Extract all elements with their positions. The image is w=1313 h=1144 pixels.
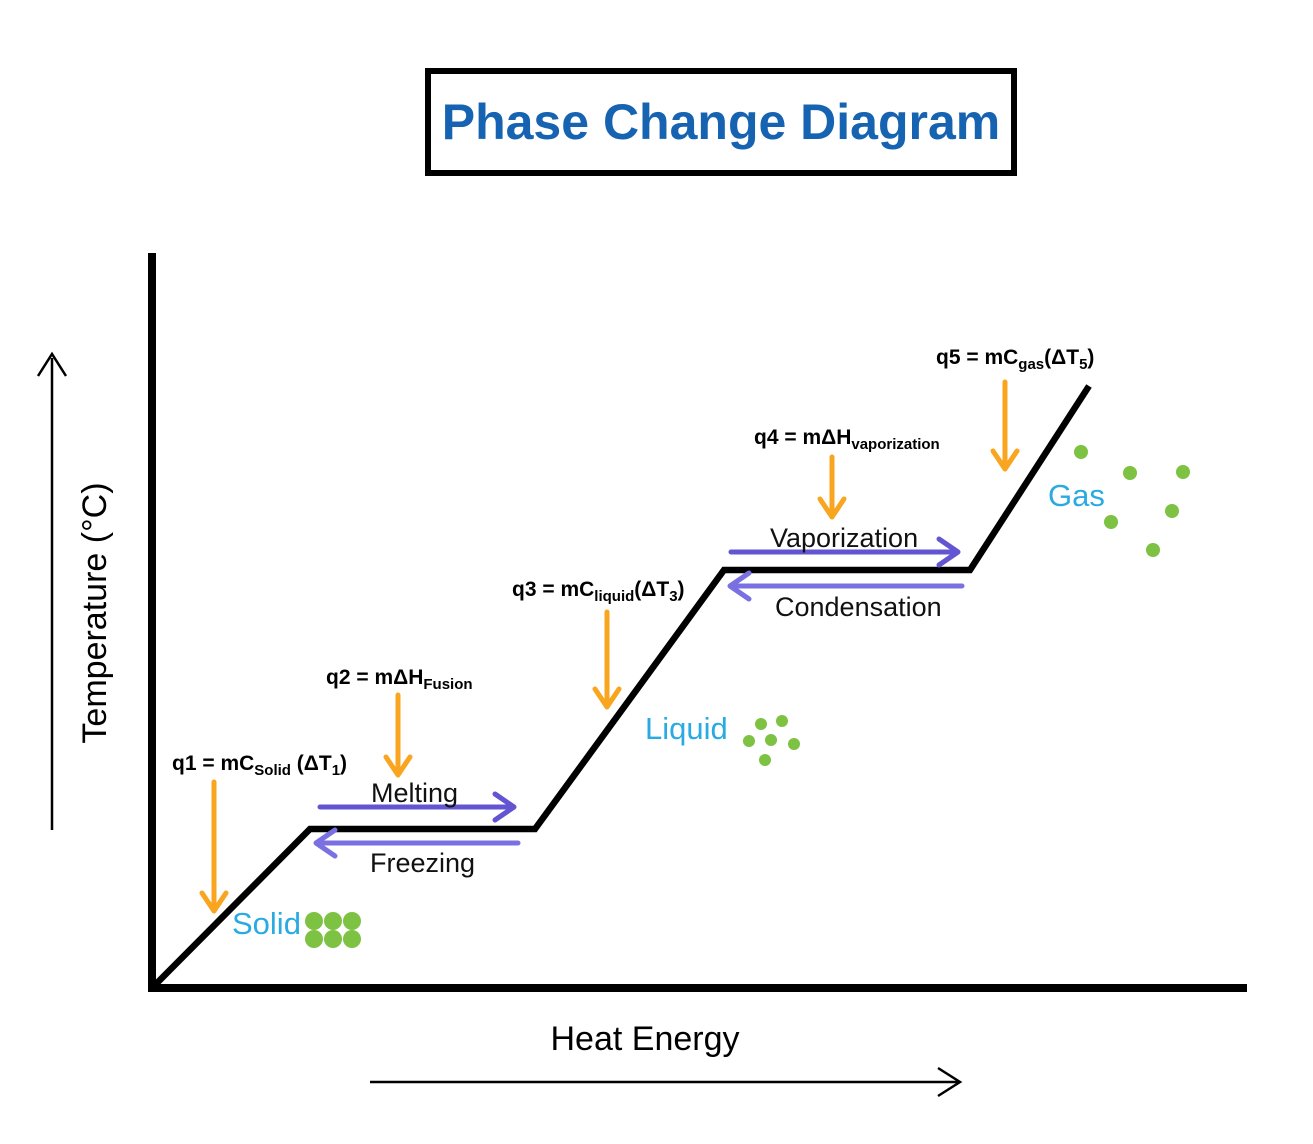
q1-formula: q1 = mCSolid (ΔT1) (172, 752, 347, 779)
q5-suffix: ) (1087, 346, 1095, 369)
vaporization-label: Vaporization (770, 523, 919, 553)
title-box: Phase Change Diagram (425, 68, 1017, 176)
freezing-arrow-icon (313, 827, 521, 859)
q2-heat-arrow-icon (383, 692, 413, 778)
q5-heat-arrow-icon (990, 379, 1020, 472)
q1-prefix: q1 = mC (172, 752, 255, 775)
gas-molecules (1074, 445, 1190, 557)
x-direction-arrow-icon (370, 1066, 963, 1098)
y-axis-label: Temperature (°C) (76, 482, 114, 744)
molecule-dot (324, 912, 342, 930)
vaporization-arrow-icon (728, 536, 961, 568)
phase-label-liquid: Liquid (645, 711, 728, 746)
q3-sub2: 3 (669, 588, 678, 606)
molecule-dot (1176, 465, 1190, 479)
solid-molecules (305, 912, 361, 948)
molecule-dot (776, 715, 788, 727)
q1-suffix: ) (340, 752, 348, 775)
molecule-dot (743, 735, 755, 747)
q4-heat-arrow-icon (817, 454, 847, 520)
molecule-dot (305, 912, 323, 930)
melting-arrow-icon (317, 791, 517, 823)
q5-prefix: q5 = mC (936, 346, 1019, 369)
phase-curve (152, 384, 1092, 988)
phase-label-solid: Solid (232, 906, 301, 941)
q3-sub1: liquid (594, 588, 635, 606)
molecule-dot (759, 754, 771, 766)
q1-sub2: 1 (331, 762, 341, 780)
q4-formula: q4 = mΔHvaporization (754, 426, 940, 453)
q4-prefix: q4 = mΔH (754, 426, 852, 449)
q5-sub2: 5 (1079, 356, 1088, 374)
q2-formula: q2 = mΔHFusion (326, 666, 473, 693)
molecule-dot (788, 738, 800, 750)
molecule-dot (1104, 515, 1118, 529)
condensation-label: Condensation (775, 592, 942, 622)
page-title: Phase Change Diagram (441, 94, 1001, 150)
molecule-dot (343, 912, 361, 930)
molecule-dot (1165, 504, 1179, 518)
liquid-molecules (743, 715, 800, 766)
x-axis-label: Heat Energy (550, 1020, 740, 1058)
y-direction-arrow-icon (36, 351, 68, 830)
molecule-dot (343, 930, 361, 948)
q3-heat-arrow-icon (592, 609, 622, 710)
q2-prefix: q2 = mΔH (326, 666, 424, 689)
melting-label: Melting (371, 778, 459, 808)
q4-sub1: vaporization (851, 436, 940, 454)
q5-mid: (ΔT (1044, 346, 1080, 369)
freezing-label: Freezing (370, 848, 476, 878)
q3-suffix: ) (677, 578, 685, 601)
molecule-dot (1074, 445, 1088, 459)
q2-sub1: Fusion (423, 676, 473, 694)
q5-formula: q5 = mCgas(ΔT5) (936, 346, 1094, 373)
molecule-dot (1123, 466, 1137, 480)
q5-sub1: gas (1018, 356, 1045, 374)
axes-lines (148, 253, 1247, 992)
q3-prefix: q3 = mC (512, 578, 595, 601)
q1-heat-arrow-icon (199, 779, 229, 914)
molecule-dot (765, 734, 777, 746)
q1-mid: (ΔT (290, 752, 332, 775)
molecule-dot (324, 930, 342, 948)
q3-formula: q3 = mCliquid(ΔT3) (512, 578, 685, 605)
molecule-dot (305, 930, 323, 948)
molecule-dot (755, 718, 767, 730)
q1-sub1: Solid (254, 762, 291, 780)
phase-label-gas: Gas (1048, 478, 1105, 513)
q3-mid: (ΔT (634, 578, 670, 601)
molecule-dot (1146, 543, 1160, 557)
condensation-arrow-icon (727, 570, 965, 602)
